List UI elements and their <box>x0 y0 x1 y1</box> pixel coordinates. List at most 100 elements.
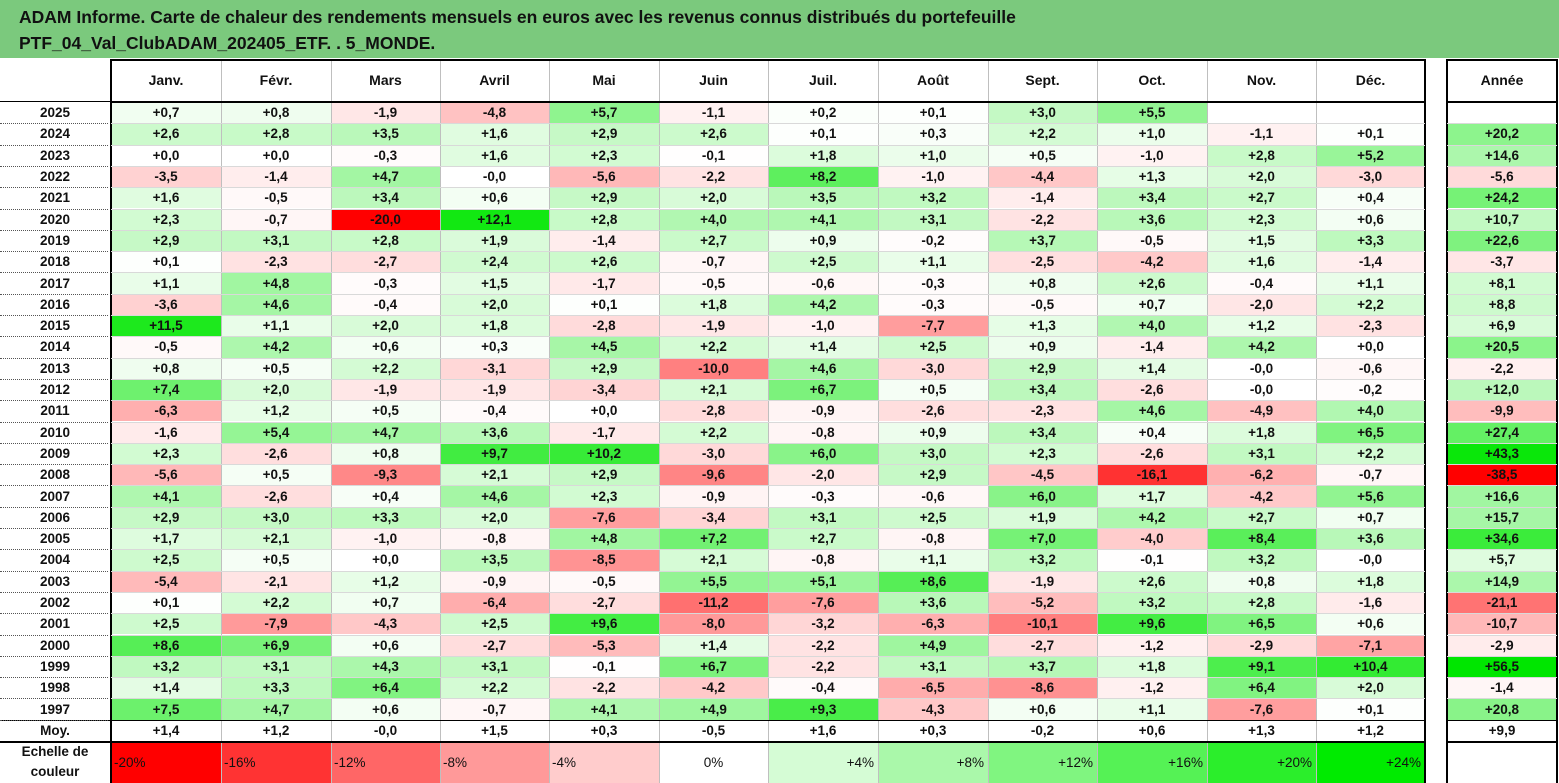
heatmap-cell: -1,9 <box>440 378 549 401</box>
heatmap-cell: +2,0 <box>1316 677 1425 699</box>
heatmap-cell: -1,4 <box>221 165 331 188</box>
heatmap-cell: -3,6 <box>111 293 221 315</box>
color-scale-stop: -16% <box>221 741 331 783</box>
heatmap-cell: +0,6 <box>331 634 440 656</box>
grid-hline <box>111 357 1425 359</box>
grid-hline <box>1447 315 1557 316</box>
heatmap-cell: +9,6 <box>549 613 659 635</box>
heatmap-cell: -1,7 <box>549 272 659 294</box>
heatmap-cell: +2,9 <box>111 229 221 252</box>
heatmap-cell: +2,3 <box>549 485 659 507</box>
heatmap-cell: +6,9 <box>221 634 331 656</box>
grid-hline <box>1447 272 1557 274</box>
heatmap-cell: -0,3 <box>768 485 878 507</box>
year-separator <box>0 549 108 551</box>
heatmap-cell: -0,9 <box>440 570 549 592</box>
heatmap-cell: +1,0 <box>878 144 988 166</box>
heatmap-cell: +4,2 <box>1097 506 1207 528</box>
heatmap-cell: -3,0 <box>659 442 768 465</box>
heatmap-cell: +2,7 <box>1207 187 1316 209</box>
heatmap-cell: +4,2 <box>221 336 331 358</box>
heatmap-cell: -5,4 <box>111 570 221 592</box>
grid-hline <box>111 485 1425 487</box>
heatmap-cell: -1,2 <box>1097 677 1207 699</box>
heatmap-cell: +4,1 <box>111 485 221 507</box>
heatmap-cell: -1,9 <box>331 378 440 401</box>
heatmap-cell: +7,4 <box>111 378 221 401</box>
heatmap-cell: +1,1 <box>1316 272 1425 294</box>
heatmap-cell: -3,2 <box>768 613 878 635</box>
grid-hline <box>111 655 1425 657</box>
heatmap-cell: +2,2 <box>331 357 440 379</box>
year-separator <box>0 570 108 572</box>
heatmap-cell: +4,7 <box>221 698 331 720</box>
heatmap-cell: +2,2 <box>1316 293 1425 315</box>
heatmap-cell: +2,6 <box>549 251 659 273</box>
heatmap-cell: +0,0 <box>549 400 659 422</box>
column-header-9: Sept. <box>1025 72 1060 88</box>
year-separator <box>0 272 108 274</box>
heatmap-cell: +0,9 <box>768 229 878 252</box>
grid-hline <box>1447 251 1557 253</box>
heatmap-cell: +3,1 <box>221 655 331 678</box>
heatmap-cell: +6,5 <box>1316 421 1425 443</box>
heatmap-cell: -1,4 <box>549 229 659 252</box>
row-year-label: 2024 <box>39 126 71 142</box>
grid-hline <box>111 464 1425 466</box>
heatmap-cell: +4,2 <box>1207 336 1316 358</box>
heatmap-cell: +6,5 <box>1207 613 1316 635</box>
heatmap-cell: +0,8 <box>331 442 440 465</box>
grid-vline <box>1207 59 1208 783</box>
year-separator <box>0 165 108 167</box>
grid-hline <box>1447 741 1557 743</box>
heatmap-cell: -2,6 <box>1097 442 1207 465</box>
heatmap-cell: -4,2 <box>1207 485 1316 507</box>
heatmap-cell: +0,0 <box>331 549 440 571</box>
grid-hline <box>1447 187 1557 189</box>
annual-cell: +15,7 <box>1447 506 1557 528</box>
heatmap-cell: +2,8 <box>549 208 659 230</box>
heatmap-cell: +2,9 <box>549 123 659 145</box>
heatmap-cell: -0,8 <box>768 421 878 443</box>
column-header-3: Mars <box>369 72 402 88</box>
heatmap-cell: -4,3 <box>878 698 988 720</box>
row-year-label: 2009 <box>39 445 71 461</box>
average-cell: +0,3 <box>919 722 947 738</box>
grid-hline <box>1447 421 1557 423</box>
annual-cell: +43,3 <box>1447 442 1557 465</box>
year-separator <box>0 506 108 508</box>
heatmap-cell: +3,4 <box>331 187 440 209</box>
heatmap-cell: -0,3 <box>878 293 988 315</box>
grid-hline <box>111 421 1425 423</box>
heatmap-cell: +1,6 <box>440 144 549 166</box>
grid-hline <box>111 549 1425 551</box>
heatmap-cell: +4,0 <box>1316 400 1425 422</box>
heatmap-cell: +9,1 <box>1207 655 1316 678</box>
annual-cell: +6,9 <box>1447 315 1557 337</box>
heatmap-cell: -0,0 <box>440 165 549 188</box>
annual-cell: -10,7 <box>1447 613 1557 635</box>
heatmap-cell: +6,4 <box>1207 677 1316 699</box>
heatmap-cell: -9,6 <box>659 464 768 486</box>
year-separator <box>0 123 108 125</box>
grid-vline <box>1446 59 1448 783</box>
heatmap-cell: +3,3 <box>221 677 331 699</box>
average-cell: -0,0 <box>373 722 398 738</box>
heatmap-cell: +0,3 <box>440 336 549 358</box>
heatmap-cell: +0,5 <box>221 357 331 379</box>
heatmap-cell: +8,6 <box>111 634 221 656</box>
annual-cell: +5,7 <box>1447 549 1557 571</box>
heatmap-cell: -10,0 <box>659 357 768 379</box>
heatmap-cell: -0,5 <box>659 272 768 294</box>
grid-hline <box>1447 59 1557 61</box>
heatmap-cell: -1,1 <box>1207 123 1316 145</box>
heatmap-cell: +2,7 <box>768 528 878 550</box>
annual-cell: +24,2 <box>1447 187 1557 209</box>
year-separator <box>0 293 108 295</box>
heatmap-cell: -6,5 <box>878 677 988 699</box>
heatmap-cell: -6,4 <box>440 591 549 614</box>
heatmap-cell: -0,5 <box>988 293 1097 315</box>
heatmap-cell: +3,4 <box>988 421 1097 443</box>
heatmap-cell: -1,7 <box>549 421 659 443</box>
heatmap-cell: +3,4 <box>988 378 1097 401</box>
